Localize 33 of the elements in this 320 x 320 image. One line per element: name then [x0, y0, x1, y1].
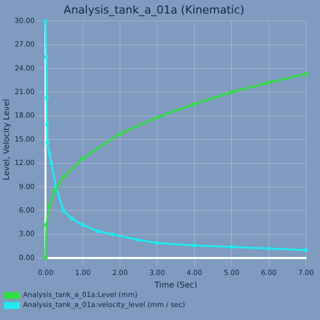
point: [44, 222, 48, 227]
point: [136, 238, 141, 242]
point: [47, 204, 52, 209]
point: [118, 132, 122, 136]
point: [230, 90, 234, 94]
point: [155, 116, 160, 120]
point: [192, 102, 196, 106]
point: [44, 54, 48, 59]
point: [110, 232, 115, 236]
point: [192, 243, 196, 248]
point: [266, 246, 271, 251]
point: [304, 248, 308, 252]
point: [96, 229, 100, 234]
point: [266, 80, 271, 85]
point: [80, 156, 85, 161]
point: [80, 222, 85, 227]
x-axis-title: Time (Sec): [153, 280, 198, 290]
point: [70, 216, 74, 221]
point: [62, 174, 66, 179]
point: [155, 241, 160, 246]
point: [45, 122, 50, 127]
point: [61, 208, 66, 213]
chart-title: Analysis_tank_a_01a (Kinematic): [64, 3, 244, 16]
point: [47, 152, 52, 156]
point: [304, 72, 308, 76]
point: [44, 96, 49, 100]
point: [44, 19, 48, 24]
point: [230, 244, 234, 249]
point: [50, 161, 54, 166]
point: [52, 188, 57, 193]
y-axis-title: Level, Velocity Level: [2, 98, 11, 180]
point: [44, 256, 48, 260]
point: [46, 140, 50, 145]
